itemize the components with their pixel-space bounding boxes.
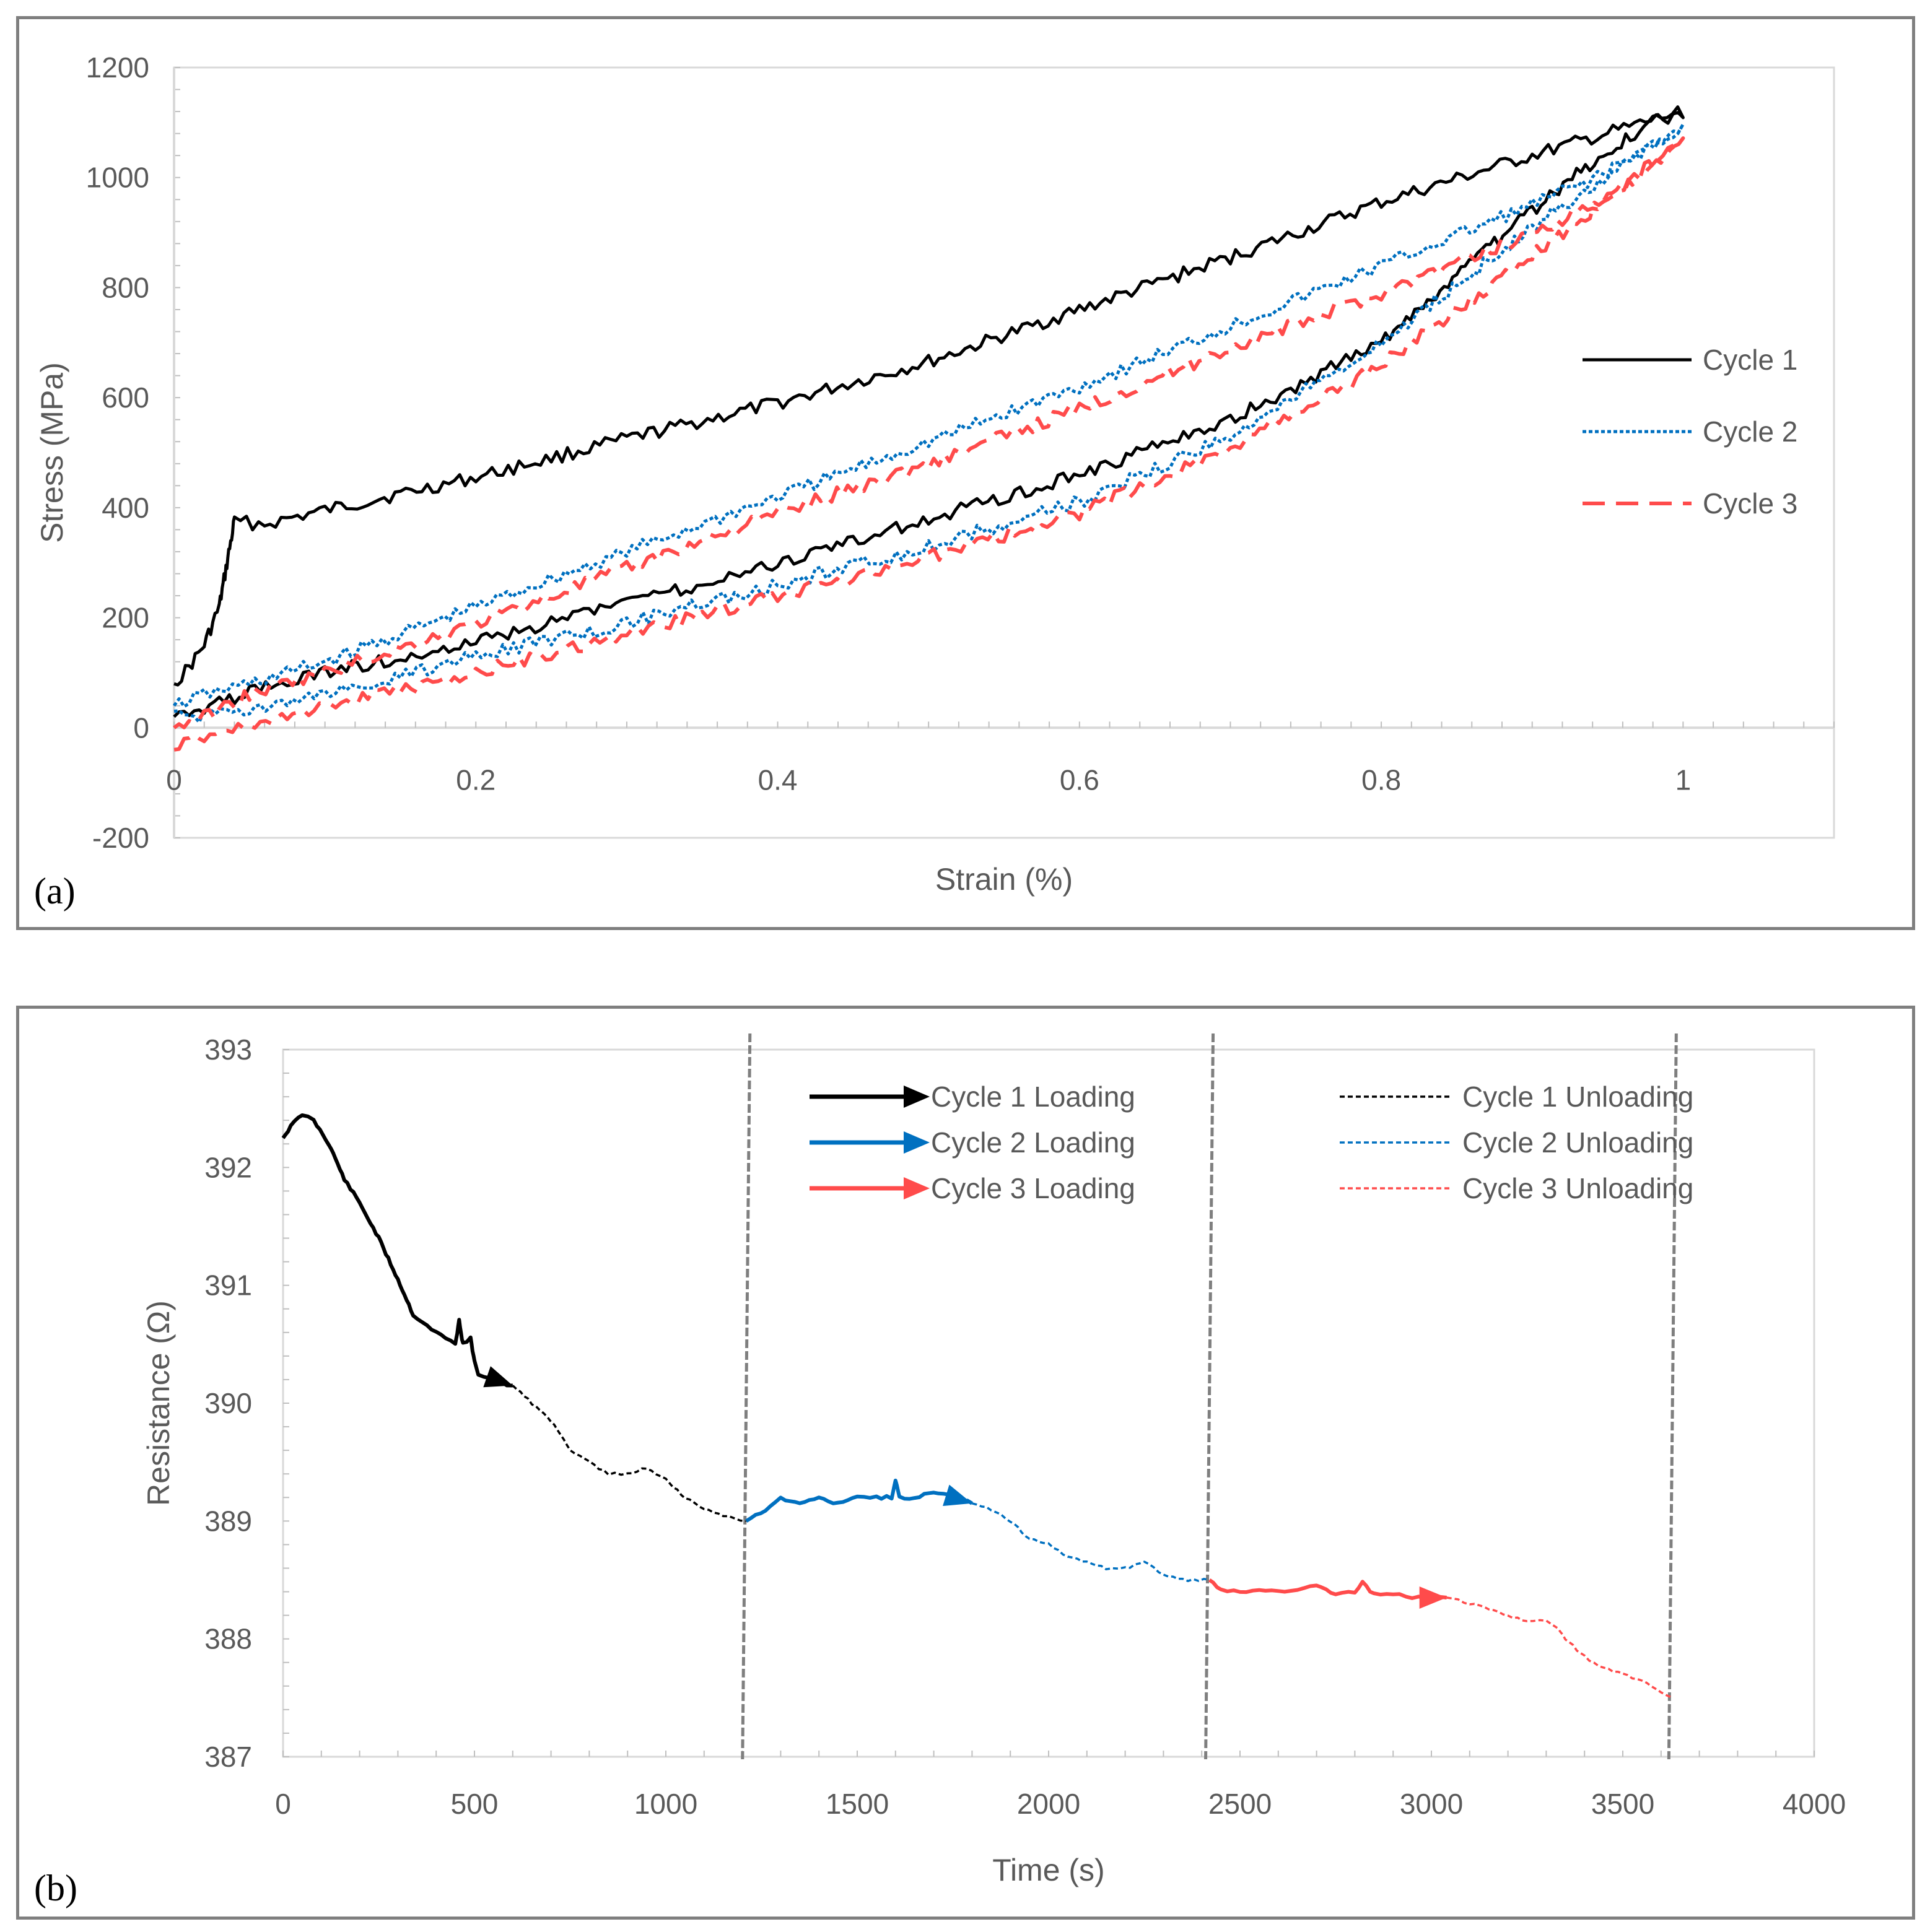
x-tick-label-b: 1500: [826, 1788, 889, 1820]
legend-arrow-loading-1: [904, 1086, 930, 1108]
x-axis-title-b: Time (s): [992, 1853, 1104, 1887]
series-line-3-b: [745, 1478, 973, 1523]
legend-label-loading-1: Cycle 1 Loading: [931, 1081, 1135, 1113]
series-line-4-b: [971, 1502, 1210, 1582]
y-tick-label-b: 387: [204, 1741, 252, 1773]
x-tick-label-b: 4000: [1783, 1788, 1846, 1820]
series-line-3-a: [173, 136, 1685, 752]
series-arrow-3-b: [943, 1484, 972, 1506]
y-tick-label-a: -200: [92, 822, 149, 854]
panel-label-a: (a): [34, 871, 76, 912]
legend-label-loading-3: Cycle 3 Loading: [931, 1172, 1135, 1204]
series-line-6-b: [1446, 1596, 1673, 1699]
legend-label-loading-2: Cycle 2 Loading: [931, 1126, 1135, 1159]
x-tick-label-a: 0.8: [1361, 764, 1401, 796]
y-tick-label-b: 393: [204, 1033, 252, 1066]
y-tick-label-a: 1000: [86, 162, 149, 194]
x-tick-label-a: 0.6: [1060, 764, 1099, 796]
x-tick-label-b: 3500: [1591, 1788, 1654, 1820]
series-line-1-a: [173, 105, 1685, 718]
x-tick-label-b: 2000: [1017, 1788, 1080, 1820]
y-axis-title-a: Stress (MPa): [35, 362, 69, 543]
x-tick-label-a: 1: [1675, 764, 1692, 796]
cycle-separator-3: [1667, 1033, 1678, 1760]
x-tick-label-b: 0: [275, 1788, 291, 1820]
y-tick-label-a: 200: [102, 602, 149, 634]
y-tick-label-a: 800: [102, 271, 149, 303]
x-tick-label-b: 1000: [634, 1788, 697, 1820]
legend-label-3-a: Cycle 3: [1703, 487, 1797, 520]
y-tick-label-a: 1200: [86, 51, 149, 84]
series-line-2-b: [512, 1385, 746, 1523]
y-tick-label-a: 600: [102, 381, 149, 414]
x-tick-label-a: 0.4: [758, 764, 798, 796]
series-line-1-b: [281, 1113, 513, 1388]
panel-b: 0 500 1000 1500 2000 2500 3000 3500 4000 387 388 38…: [16, 1006, 1915, 1920]
x-tick-label-b: 3000: [1400, 1788, 1463, 1820]
legend-arrow-loading-3: [904, 1177, 930, 1199]
series-line-2-a: [172, 123, 1685, 724]
legend-label-1-a: Cycle 1: [1703, 344, 1797, 376]
y-tick-label-b: 389: [204, 1505, 252, 1537]
series-line-5-b: [1208, 1578, 1448, 1601]
legend-label-unloading-1: Cycle 1 Unloading: [1462, 1081, 1693, 1113]
y-tick-label-b: 392: [204, 1151, 252, 1183]
cycle-separator-1: [741, 1033, 752, 1760]
cycle-separator-2: [1204, 1033, 1215, 1760]
y-tick-label-b: 388: [204, 1623, 252, 1655]
x-tick-label-a: 0: [166, 764, 182, 796]
x-tick-label-a: 0.2: [456, 764, 496, 796]
resistance-time-chart: 0 500 1000 1500 2000 2500 3000 3500 4000 387 388 38…: [34, 1033, 1846, 1908]
panel-a: 0 0.2 0.4 0.6 0.8 1 -200 0 200 400 600 800 1000 1200 S…: [16, 16, 1915, 930]
y-axis-title-b: Resistance (Ω): [141, 1300, 176, 1506]
x-tick-label-b: 500: [451, 1788, 499, 1820]
y-tick-label-a: 0: [133, 711, 149, 744]
y-tick-label-b: 390: [204, 1387, 252, 1419]
x-axis-title-a: Strain (%): [935, 862, 1073, 897]
y-tick-label-a: 400: [102, 492, 149, 524]
panel-label-b: (b): [34, 1868, 77, 1908]
legend-arrow-loading-2: [904, 1131, 930, 1154]
legend-label-unloading-3: Cycle 3 Unloading: [1462, 1172, 1693, 1204]
series-arrow-5-b: [1419, 1586, 1447, 1609]
x-tick-label-b: 2500: [1208, 1788, 1272, 1820]
stress-strain-chart: 0 0.2 0.4 0.6 0.8 1 -200 0 200 400 600 800 1000 1200 S…: [34, 51, 1835, 912]
legend-label-2-a: Cycle 2: [1703, 416, 1797, 448]
y-tick-label-b: 391: [204, 1269, 252, 1302]
series-arrow-1-b: [483, 1366, 513, 1388]
legend-label-unloading-2: Cycle 2 Unloading: [1462, 1126, 1693, 1159]
